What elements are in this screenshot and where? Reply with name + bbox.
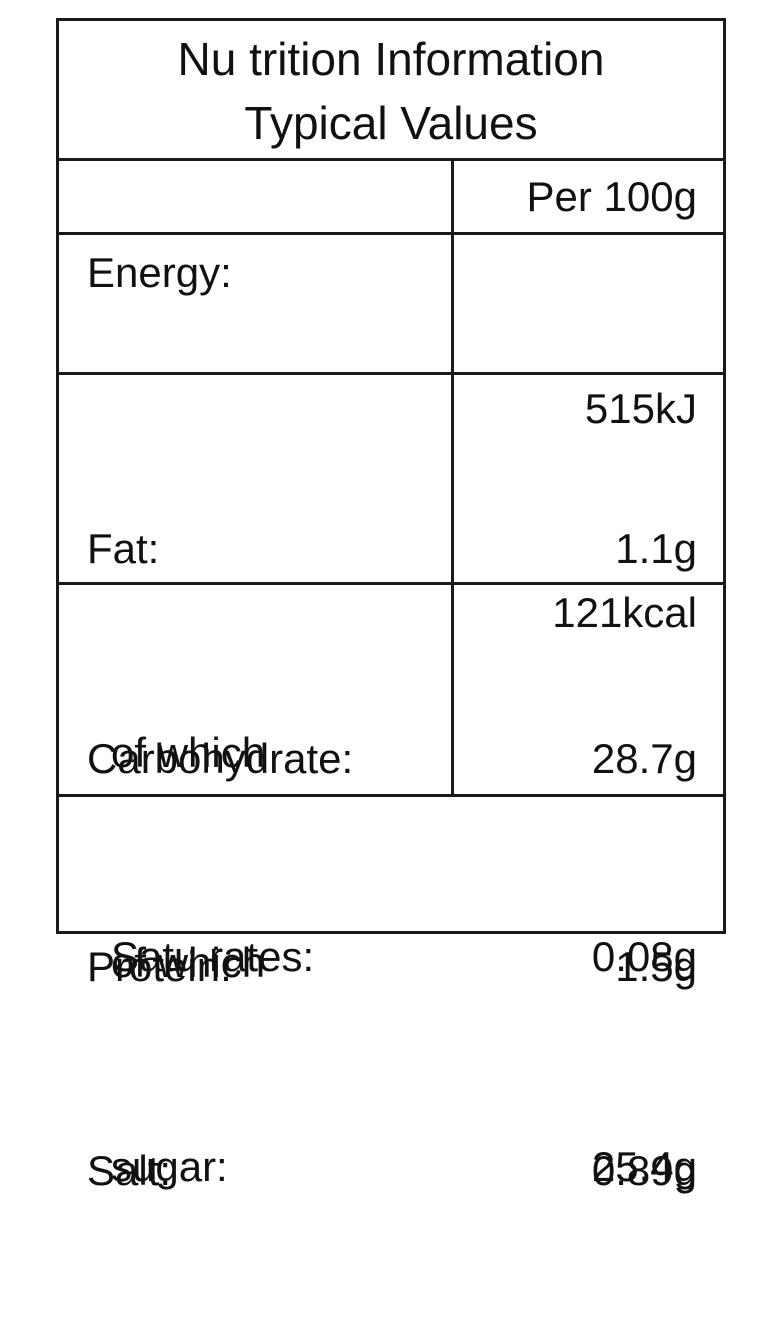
energy-kcal: 121kcal xyxy=(552,589,697,636)
protein-salt-row: Protein: Salt: 1.5g 0.89g xyxy=(59,797,723,1194)
title-line-2: Typical Values xyxy=(244,97,538,149)
energy-values: 515kJ 121kcal xyxy=(552,239,697,783)
carbohydrate-value: 28.7g xyxy=(591,735,697,782)
column-divider xyxy=(451,161,454,797)
fat-value: 1.1g xyxy=(615,525,697,572)
energy-row: Energy: 515kJ 121kcal xyxy=(59,235,723,636)
table-title: Nu trition Information Typical Values xyxy=(59,21,723,161)
fat-of-which: of which xyxy=(111,729,266,776)
carbohydrate-row: Carbohydrate: of which sugar: 28.7g 25.4… xyxy=(59,585,723,1190)
energy-kj: 515kJ xyxy=(584,385,697,432)
fat-row: Fat: of which Satu rates: 1.1g 0.08g xyxy=(59,375,723,980)
header-per-100g: Per 100g xyxy=(526,173,697,220)
salt-label: Salt: xyxy=(87,1147,172,1194)
salt-value: 0.89g xyxy=(591,1147,697,1194)
protein-salt-values: 1.5g 0.89g xyxy=(592,797,697,1341)
protein-value: 1.5g xyxy=(615,943,697,990)
title-line-1: Nu trition Information xyxy=(177,33,605,85)
nutrition-table: Nu trition Information Typical Values Pe… xyxy=(56,18,726,1194)
fat-label: Fat: xyxy=(87,525,160,572)
header-row: Per 100g xyxy=(59,161,723,235)
protein-salt-labels: Protein: Salt: xyxy=(87,797,232,1341)
carbohydrate-label: Carbohydrate: xyxy=(87,735,354,782)
energy-label: Energy: xyxy=(87,249,232,296)
protein-label: Protein: xyxy=(87,943,232,990)
